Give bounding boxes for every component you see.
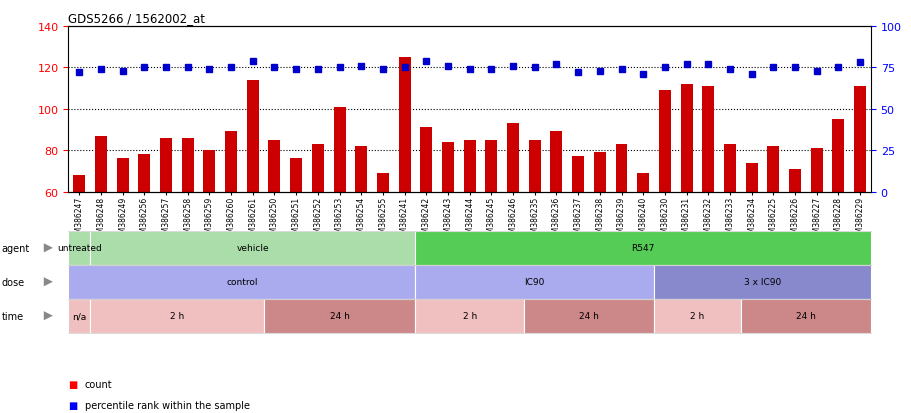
Bar bbox=[788, 169, 800, 192]
Text: untreated: untreated bbox=[56, 244, 101, 253]
Bar bbox=[680, 85, 691, 192]
Bar bbox=[398, 58, 410, 192]
Text: IC90: IC90 bbox=[524, 278, 545, 287]
Bar bbox=[550, 132, 562, 192]
Bar bbox=[333, 107, 345, 192]
Bar bbox=[312, 145, 323, 192]
Text: agent: agent bbox=[2, 243, 30, 253]
Bar bbox=[810, 149, 822, 192]
Text: 2 h: 2 h bbox=[169, 311, 184, 320]
Bar bbox=[745, 163, 757, 192]
Text: n/a: n/a bbox=[72, 311, 87, 320]
Bar bbox=[766, 147, 779, 192]
Text: dose: dose bbox=[2, 277, 25, 287]
Text: 2 h: 2 h bbox=[690, 311, 704, 320]
Text: percentile rank within the sample: percentile rank within the sample bbox=[85, 400, 250, 410]
Bar bbox=[615, 145, 627, 192]
Bar bbox=[420, 128, 432, 192]
Bar bbox=[159, 138, 172, 192]
Bar bbox=[181, 138, 193, 192]
Text: 24 h: 24 h bbox=[329, 311, 349, 320]
Bar bbox=[723, 145, 735, 192]
Bar bbox=[117, 159, 128, 192]
Text: 3 x IC90: 3 x IC90 bbox=[743, 278, 781, 287]
Text: control: control bbox=[226, 278, 258, 287]
Bar bbox=[832, 120, 844, 192]
Text: 24 h: 24 h bbox=[578, 311, 599, 320]
Bar bbox=[637, 173, 649, 192]
Bar bbox=[528, 140, 540, 192]
Text: time: time bbox=[2, 311, 24, 321]
Bar bbox=[203, 151, 215, 192]
Bar bbox=[701, 87, 713, 192]
Bar bbox=[355, 147, 367, 192]
Bar bbox=[138, 155, 150, 192]
Text: GDS5266 / 1562002_at: GDS5266 / 1562002_at bbox=[68, 12, 205, 25]
Bar bbox=[225, 132, 237, 192]
Bar bbox=[95, 136, 107, 192]
Bar bbox=[290, 159, 302, 192]
Bar bbox=[854, 87, 865, 192]
Bar bbox=[247, 81, 259, 192]
Text: 24 h: 24 h bbox=[795, 311, 815, 320]
Bar bbox=[268, 140, 280, 192]
Text: R547: R547 bbox=[630, 244, 654, 253]
Text: ■: ■ bbox=[68, 400, 77, 410]
Bar bbox=[593, 153, 605, 192]
Text: count: count bbox=[85, 379, 112, 389]
Bar bbox=[571, 157, 583, 192]
Text: 2 h: 2 h bbox=[462, 311, 476, 320]
Bar bbox=[463, 140, 476, 192]
Text: ■: ■ bbox=[68, 379, 77, 389]
Bar bbox=[376, 173, 388, 192]
Bar bbox=[507, 124, 518, 192]
Bar bbox=[659, 91, 670, 192]
Bar bbox=[442, 142, 454, 192]
Text: vehicle: vehicle bbox=[236, 244, 269, 253]
Bar bbox=[73, 176, 85, 192]
Bar bbox=[485, 140, 496, 192]
